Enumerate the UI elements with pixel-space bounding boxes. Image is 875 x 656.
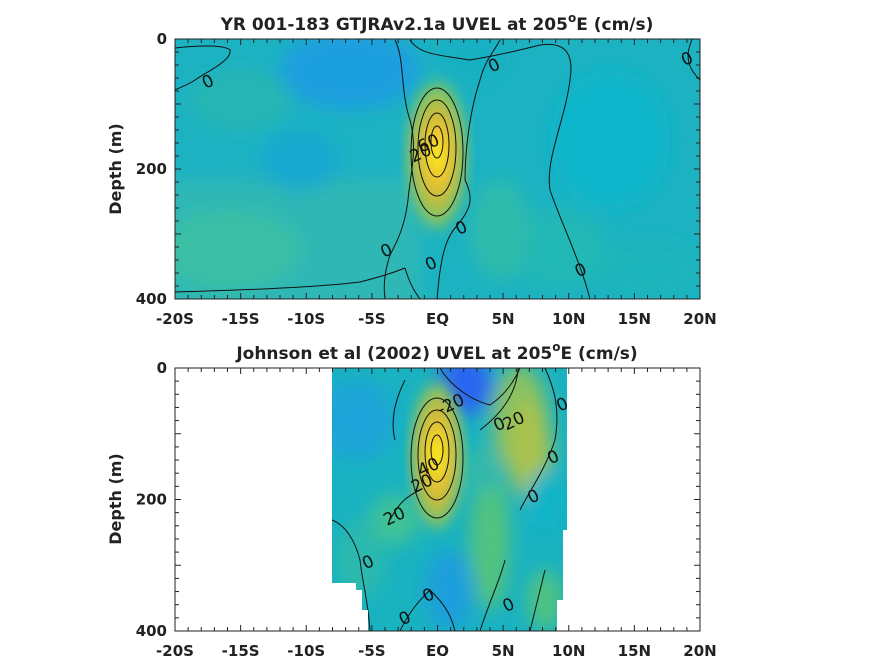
y-tick-label: 0 bbox=[157, 359, 167, 377]
x-tick-label: -15S bbox=[222, 642, 260, 656]
x-tick-label: 15N bbox=[618, 310, 651, 328]
x-tick-label: -10S bbox=[287, 642, 325, 656]
x-tick-label: EQ bbox=[426, 310, 449, 328]
x-tick-label: EQ bbox=[426, 642, 449, 656]
chart-title-bottom: Johnson et al (2002) UVEL at 205oE (cm/s… bbox=[235, 340, 637, 364]
x-tick-label: -20S bbox=[156, 310, 194, 328]
panel-top: YR 001-183 GTJRAv2.1a UVEL at 205oE (cm/… bbox=[106, 11, 717, 328]
x-tick-label: 20N bbox=[683, 642, 716, 656]
x-tick-label: 5N bbox=[492, 310, 515, 328]
x-tick-label: -5S bbox=[358, 642, 385, 656]
y-axis-label-top: Depth (m) bbox=[106, 123, 125, 215]
x-tick-label: 10N bbox=[552, 310, 585, 328]
y-tick-label: 200 bbox=[136, 160, 167, 178]
y-tick-label: 400 bbox=[136, 290, 167, 308]
x-tick-label: -10S bbox=[287, 310, 325, 328]
y-tick-label: 0 bbox=[157, 30, 167, 48]
x-tick-label: 10N bbox=[552, 642, 585, 656]
panel-bottom: Johnson et al (2002) UVEL at 205oE (cm/s… bbox=[106, 340, 717, 656]
y-tick-label: 400 bbox=[136, 622, 167, 640]
x-tick-label: -15S bbox=[222, 310, 260, 328]
x-tick-label: 20N bbox=[683, 310, 716, 328]
chart-title-top: YR 001-183 GTJRAv2.1a UVEL at 205oE (cm/… bbox=[220, 11, 654, 35]
x-tick-label: 5N bbox=[492, 642, 515, 656]
x-tick-label: -20S bbox=[156, 642, 194, 656]
y-tick-label: 200 bbox=[136, 491, 167, 509]
x-tick-label: 15N bbox=[618, 642, 651, 656]
x-tick-label: -5S bbox=[358, 310, 385, 328]
y-axis-label-bottom: Depth (m) bbox=[106, 453, 125, 545]
